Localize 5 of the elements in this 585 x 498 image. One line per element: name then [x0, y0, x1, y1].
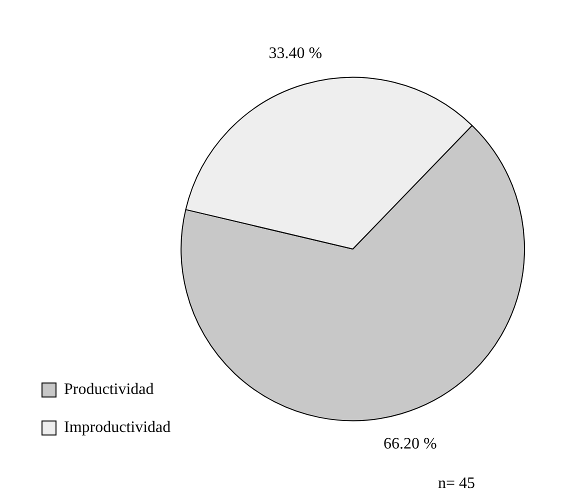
legend-label: Productividad — [64, 381, 154, 398]
text: n= 45 — [438, 475, 475, 492]
data-label: 33.40 % — [268, 44, 322, 62]
data-label: 66.20 % — [384, 436, 437, 453]
legend-label: Improductividad — [64, 419, 171, 436]
